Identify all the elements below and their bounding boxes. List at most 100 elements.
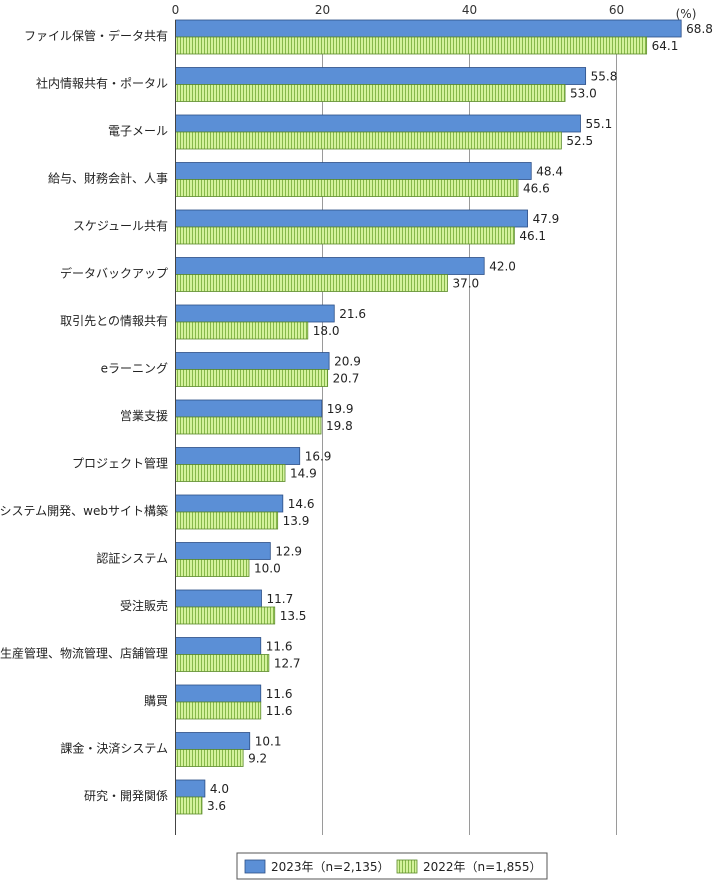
bar-2022 <box>175 179 519 197</box>
data-label: 64.1 <box>652 39 679 53</box>
bar-2023 <box>175 637 262 655</box>
data-label: 14.6 <box>288 497 315 511</box>
category-label: 課金・決済システム <box>60 741 168 756</box>
data-label: 10.1 <box>255 735 282 749</box>
data-label: 13.5 <box>280 609 307 623</box>
category-label: 電子メール <box>108 124 168 138</box>
legend-label: 2023年（n=2,135） <box>271 860 390 874</box>
data-label: 53.0 <box>570 87 597 101</box>
bar-2022 <box>175 321 309 340</box>
category-label: システム開発、webサイト構築 <box>0 503 168 518</box>
data-label: 12.7 <box>274 657 301 671</box>
bar-2022 <box>175 464 286 482</box>
data-label: 3.6 <box>207 799 226 813</box>
category-label: 給与、財務会計、人事 <box>48 171 168 186</box>
category-label: データバックアップ <box>60 266 168 281</box>
bars: ファイル保管・データ共有 68.8 64.1 社内情報共有・ポータル 55.8 53.0 電… <box>0 19 713 815</box>
bar-2023 <box>175 494 284 513</box>
bar-2023 <box>175 399 323 418</box>
bar-2023 <box>175 209 528 228</box>
bar-2022 <box>175 226 515 245</box>
grid-lines <box>322 20 617 835</box>
category-label: eラーニング <box>101 362 168 376</box>
category-label: 社内情報共有・ポータル <box>36 76 168 91</box>
x-tick-label: 0 <box>172 3 180 17</box>
legend-swatch-2022 <box>396 859 418 874</box>
data-label: 4.0 <box>210 782 229 796</box>
unit-label: (%) <box>676 7 697 21</box>
bar-2023 <box>175 19 682 38</box>
data-label: 14.9 <box>290 467 317 481</box>
bar-2022 <box>175 559 250 577</box>
bar-2023 <box>175 732 251 750</box>
bar-2022 <box>175 701 262 720</box>
bar-2023 <box>175 257 485 275</box>
category-label: 生産管理、物流管理、店舗管理 <box>0 646 168 661</box>
category-label: 研究・開発関係 <box>84 788 168 803</box>
bar-2023 <box>175 114 581 133</box>
bar-2023 <box>175 67 587 85</box>
bar-2023 <box>175 447 301 465</box>
category-label: プロジェクト管理 <box>72 456 168 471</box>
data-label: 18.0 <box>313 324 340 338</box>
bar-2023 <box>175 162 532 180</box>
data-label: 21.6 <box>339 307 366 321</box>
data-label: 16.9 <box>305 450 332 464</box>
data-label: 20.9 <box>334 355 361 369</box>
data-label: 55.8 <box>591 70 618 84</box>
bar-2022 <box>175 796 203 815</box>
x-tick-label: 20 <box>315 3 330 17</box>
data-label: 9.2 <box>248 752 267 766</box>
bar-2023 <box>175 779 206 798</box>
bar-2023 <box>175 542 271 560</box>
legend: 2023年（n=2,135） 2022年（n=1,855） <box>236 852 548 880</box>
category-label: 取引先との情報共有 <box>60 314 168 328</box>
category-label: スケジュール共有 <box>73 219 168 233</box>
data-label: 10.0 <box>254 562 281 576</box>
bar-2023 <box>175 684 262 703</box>
data-label: 55.1 <box>585 117 612 131</box>
x-tick-label: 40 <box>462 3 477 17</box>
bar-2022 <box>175 369 329 387</box>
bar-2022 <box>175 36 648 55</box>
category-label: 受注販売 <box>120 598 168 613</box>
x-tick-label: 60 <box>609 3 624 17</box>
legend-swatch-2023 <box>244 859 266 874</box>
category-label: ファイル保管・データ共有 <box>24 28 168 43</box>
category-label: 認証システム <box>96 551 168 566</box>
data-label: 52.5 <box>566 134 593 148</box>
data-label: 11.6 <box>266 687 293 701</box>
data-label: 12.9 <box>275 545 302 559</box>
data-label: 11.7 <box>266 592 293 606</box>
bar-2022 <box>175 606 276 625</box>
bar-2022 <box>175 84 566 102</box>
category-label: 購買 <box>144 694 168 708</box>
data-label: 11.6 <box>266 704 293 718</box>
bar-2022 <box>175 749 244 767</box>
bar-2022 <box>175 416 322 435</box>
bar-2022 <box>175 274 448 292</box>
legend-label: 2022年（n=1,855） <box>423 860 542 874</box>
data-label: 11.6 <box>266 640 293 654</box>
x-axis-ticks: 0 20 40 60 <box>172 3 624 17</box>
data-label: 42.0 <box>489 260 516 274</box>
bar-2022 <box>175 511 279 530</box>
data-label: 19.9 <box>327 402 354 416</box>
data-label: 46.1 <box>519 229 546 243</box>
data-label: 13.9 <box>283 514 310 528</box>
bar-2022 <box>175 654 270 672</box>
data-label: 46.6 <box>523 182 550 196</box>
bar-2022 <box>175 131 562 150</box>
data-label: 20.7 <box>333 372 360 386</box>
bar-2023 <box>175 589 262 608</box>
bar-2023 <box>175 352 330 370</box>
bar-2023 <box>175 304 335 323</box>
data-label: 48.4 <box>536 165 563 179</box>
data-label: 37.0 <box>452 277 479 291</box>
category-label: 営業支援 <box>120 409 168 423</box>
data-label: 47.9 <box>533 212 560 226</box>
legend-box <box>236 852 548 880</box>
data-label: 19.8 <box>326 419 353 433</box>
data-label: 68.8 <box>686 22 713 36</box>
